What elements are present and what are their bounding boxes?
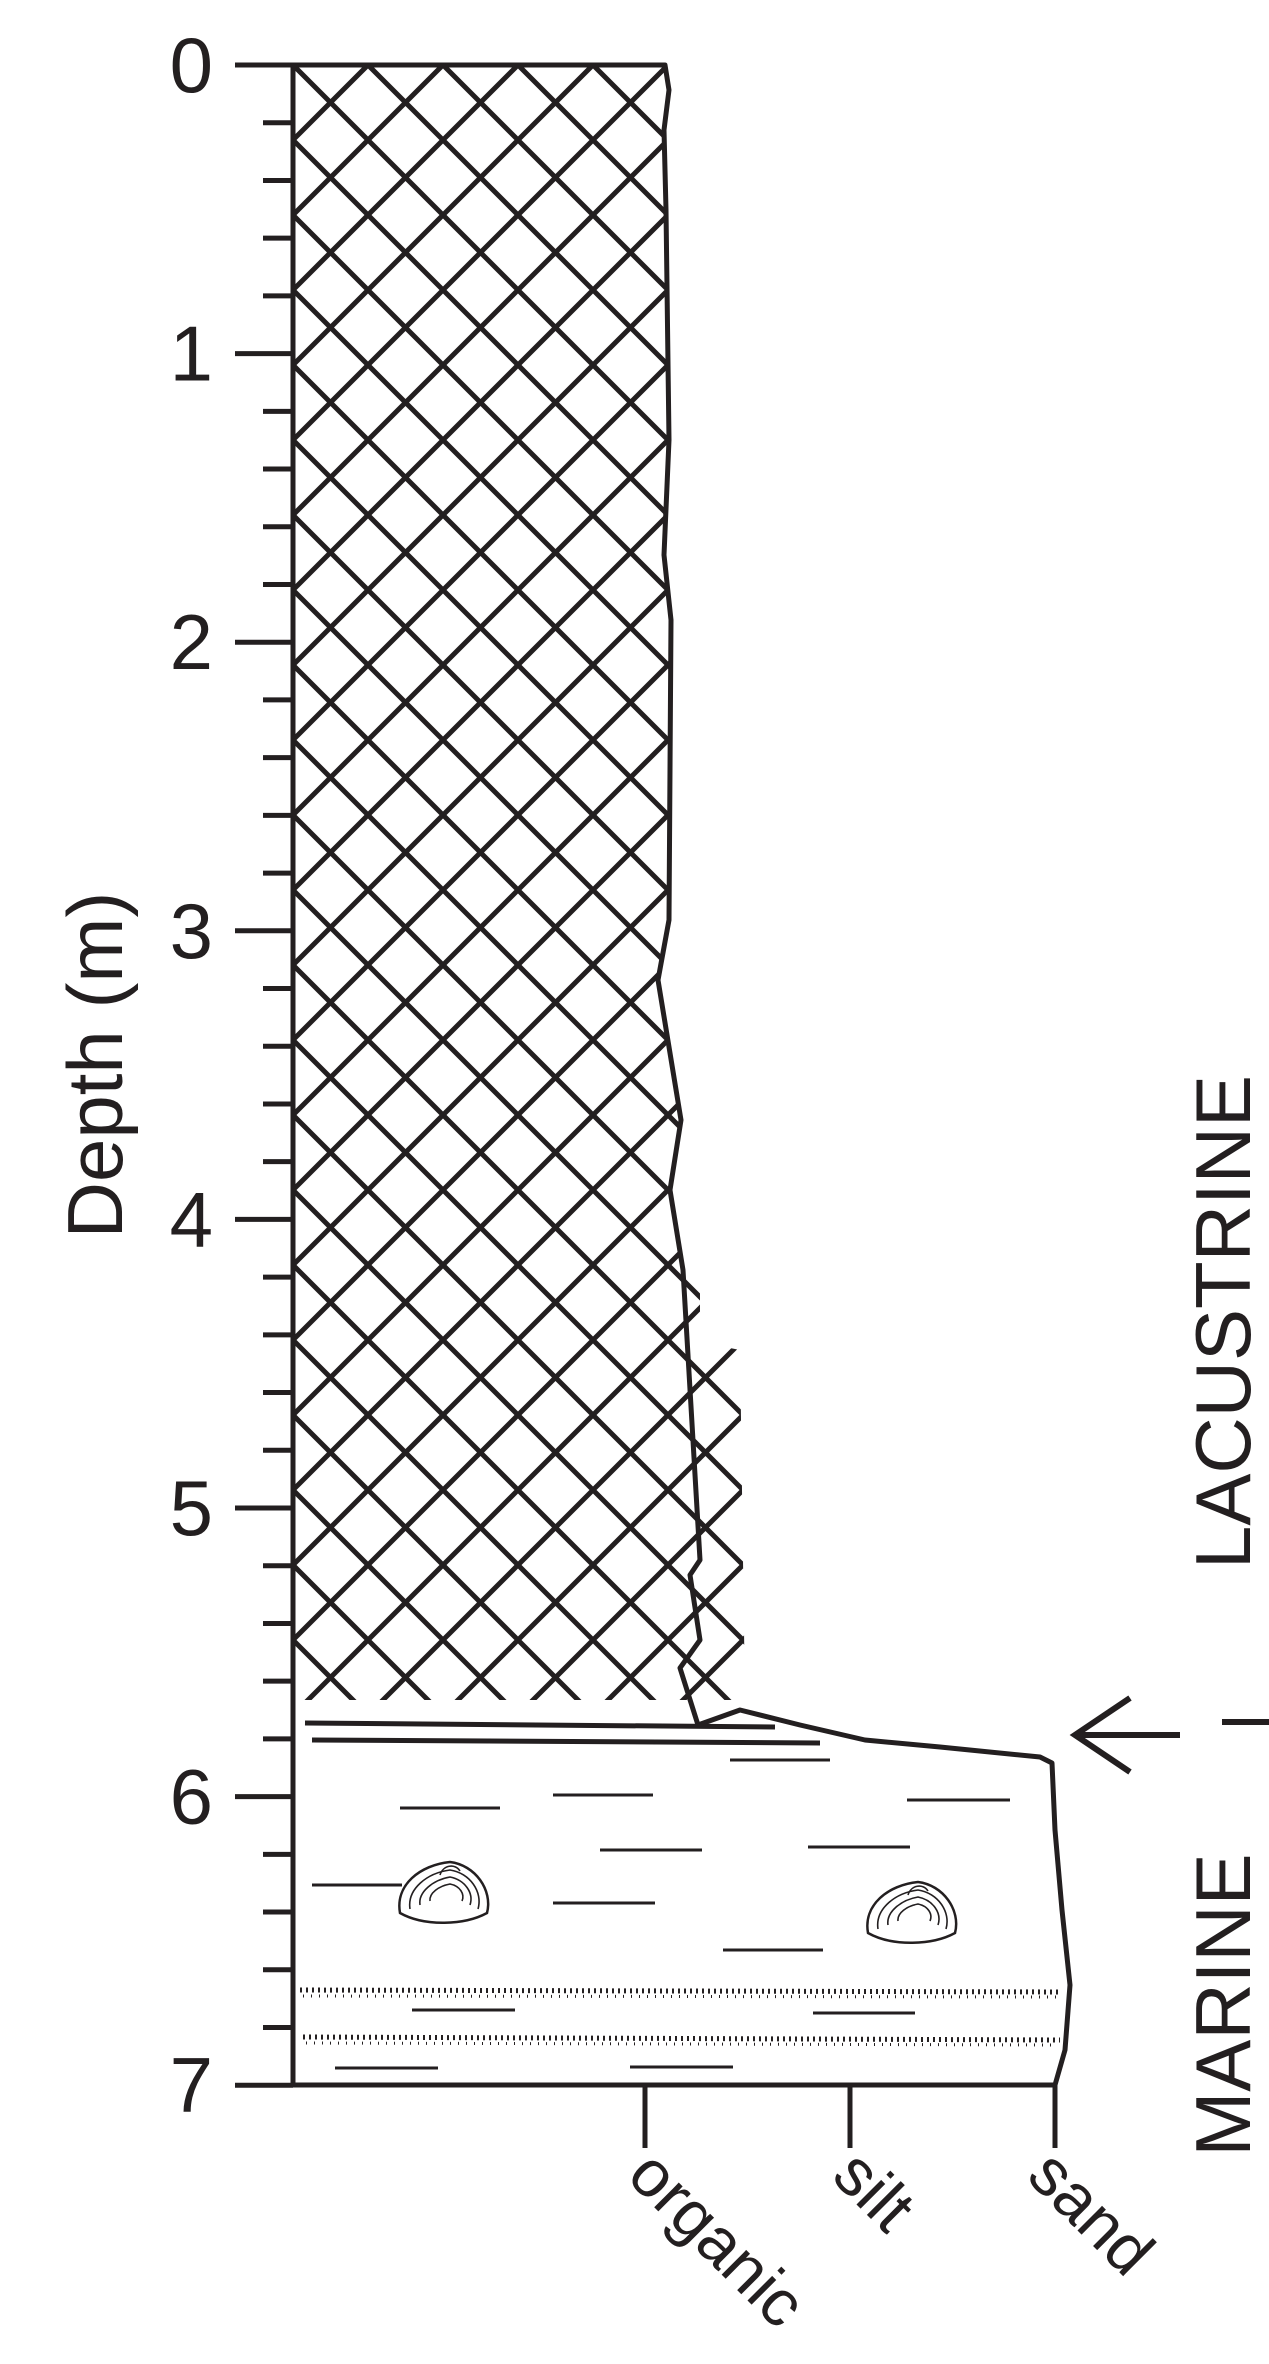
sand-lamina-dots bbox=[299, 1987, 1063, 2047]
grain-size-label-silt: silt bbox=[820, 2136, 929, 2245]
depth-tick-label: 0 bbox=[170, 21, 213, 109]
shell-icon bbox=[866, 1880, 958, 1944]
depth-tick-label: 3 bbox=[170, 887, 213, 975]
column-profile-line bbox=[290, 62, 1073, 2088]
silt-dashes bbox=[312, 1758, 1010, 2070]
depth-tick-label: 2 bbox=[170, 598, 213, 686]
grain-size-label-organic: organic bbox=[615, 2136, 820, 2341]
unit-label-marine: MARINE bbox=[1179, 1853, 1267, 2156]
depth-tick-label: 7 bbox=[170, 2041, 213, 2129]
grain-size-ticks bbox=[642, 2085, 1058, 2148]
depth-tick-label: 1 bbox=[170, 310, 213, 398]
unit-label-lacustrine: LACUSTRINE bbox=[1179, 1075, 1267, 1569]
depth-axis-title: Depth (m) bbox=[51, 892, 139, 1239]
contact-lines bbox=[304, 1720, 821, 1746]
depth-tick-label: 6 bbox=[170, 1753, 213, 1841]
depth-tick-label: 4 bbox=[170, 1175, 213, 1263]
shell-icon bbox=[398, 1860, 490, 1924]
lacustrine-unit-fill bbox=[293, 65, 745, 1700]
grain-size-label-sand: sand bbox=[1015, 2136, 1169, 2290]
contact-arrow bbox=[1069, 1695, 1269, 1775]
depth-tick-label: 5 bbox=[170, 1464, 213, 1552]
depth-axis: 0 1 2 3 4 5 6 7 bbox=[170, 21, 296, 2129]
